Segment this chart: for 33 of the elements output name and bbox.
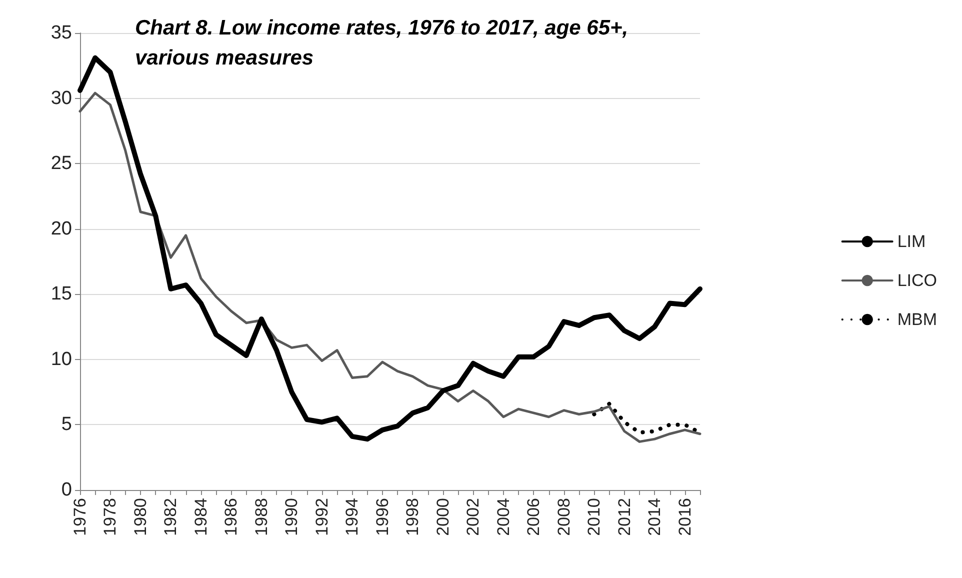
y-tick-label: 30: [50, 88, 72, 109]
y-tick-label: 15: [50, 284, 72, 305]
x-tick-label: 1982: [161, 498, 180, 536]
x-tick-label: 2008: [554, 498, 574, 536]
x-tick-label: 2004: [494, 498, 513, 536]
chart-title: Chart 8. Low income rates, 1976 to 2017, age 65+, various measures: [135, 16, 634, 70]
x-tick-label: 1994: [342, 498, 362, 536]
y-tick-label: 5: [61, 414, 72, 436]
x-tick-label: 1978: [100, 498, 120, 536]
x-tick-label: 2016: [675, 498, 694, 536]
x-tick-label: 1996: [372, 498, 392, 536]
x-tick-label: 1992: [312, 498, 332, 536]
x-tick-label: 1990: [282, 498, 302, 536]
x-tick-label: 1988: [252, 498, 271, 536]
y-tick-label: 0: [61, 480, 72, 500]
x-tick-label: 2012: [614, 498, 634, 536]
legend-label: LICO: [897, 271, 938, 290]
x-tick-label: 1980: [130, 498, 150, 536]
legend-label: LIM: [897, 232, 926, 251]
x-tick-label: 2006: [524, 498, 544, 536]
x-tick-label: 2010: [584, 498, 604, 536]
y-tick-label: 20: [50, 218, 72, 240]
y-tick-label: 35: [50, 22, 72, 44]
x-tick-label: 1976: [70, 498, 90, 536]
legend-label: MBM: [897, 310, 937, 329]
x-tick-label: 2002: [464, 498, 483, 536]
x-tick-label: 2000: [433, 498, 452, 536]
x-tick-label: 2014: [645, 498, 664, 536]
x-tick-label: 1986: [222, 498, 241, 536]
x-tick-label: 1998: [403, 498, 422, 536]
y-tick-label: 10: [50, 348, 72, 370]
y-tick-label: 25: [50, 153, 72, 174]
x-tick-label: 1984: [191, 498, 210, 536]
